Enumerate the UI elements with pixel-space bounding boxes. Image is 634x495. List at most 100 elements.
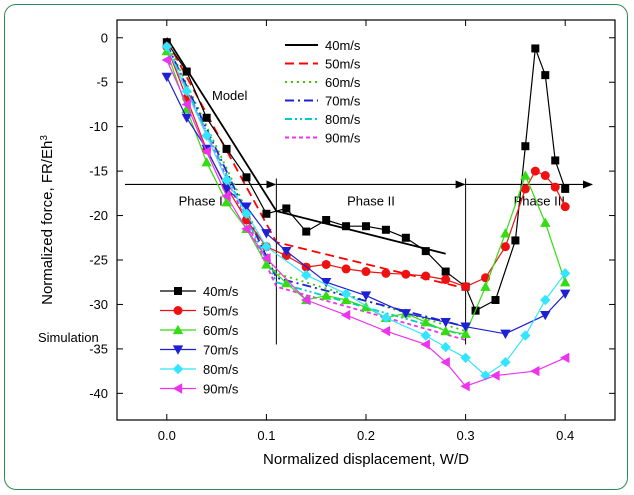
data-point <box>342 222 351 231</box>
data-point <box>320 290 332 300</box>
data-point <box>561 184 570 193</box>
data-point <box>182 67 191 76</box>
legend-sim-marker-60m-s <box>172 324 184 335</box>
data-point <box>221 197 232 207</box>
data-point <box>320 278 332 288</box>
phase1-label: Phase I <box>179 193 223 208</box>
annotation-simulation: Simulation <box>38 330 99 345</box>
data-point <box>201 146 211 157</box>
data-point <box>460 322 471 332</box>
data-point <box>460 328 471 338</box>
data-point <box>341 264 351 274</box>
x-axis-ticks: 0.0 0.1 0.2 0.3 0.4 <box>158 20 574 443</box>
data-point <box>261 253 271 264</box>
data-point <box>381 268 391 278</box>
data-point <box>241 208 252 219</box>
y-tick-label: -30 <box>89 297 108 312</box>
data-point <box>530 166 540 176</box>
data-point <box>400 309 412 319</box>
data-point <box>500 329 511 339</box>
data-point <box>362 222 370 231</box>
x-axis-label: Normalized displacement, W/D <box>263 451 469 468</box>
x-tick-label: 0.2 <box>357 428 375 443</box>
data-point <box>520 184 530 194</box>
data-point <box>281 246 292 257</box>
y-axis-label-main: Normalized force, FR/Eh <box>39 141 56 305</box>
data-point <box>500 357 511 368</box>
legend-sim-marker-40m-s <box>174 287 182 295</box>
legend-model-label: 80m/s <box>325 112 361 127</box>
data-point <box>520 170 531 180</box>
data-point <box>560 352 570 363</box>
simulation-line-40m-s <box>166 41 566 312</box>
data-point <box>500 228 511 238</box>
data-point <box>340 288 352 299</box>
data-point <box>551 156 560 165</box>
legend-model-label: 40m/s <box>325 38 361 53</box>
y-tick-label: -15 <box>89 164 108 179</box>
legend-sim-label: 50m/s <box>203 304 239 319</box>
data-point <box>530 365 540 377</box>
data-point <box>282 204 291 213</box>
data-point <box>531 44 540 53</box>
data-point <box>322 216 331 224</box>
data-point <box>440 325 451 336</box>
legend-sim-label: 60m/s <box>203 323 239 338</box>
data-point <box>261 241 272 252</box>
legend-sim-label: 80m/s <box>203 362 239 377</box>
figure-frame <box>4 4 628 490</box>
data-point <box>201 130 212 141</box>
data-point <box>420 317 431 327</box>
legend-model-label: 70m/s <box>325 94 361 109</box>
data-point <box>181 99 191 110</box>
legend-sim-marker-80m-s <box>172 363 184 375</box>
data-point <box>340 309 351 321</box>
data-point <box>421 271 431 281</box>
legend-sim-marker-50m-s <box>173 306 183 315</box>
data-point <box>511 236 520 245</box>
data-point <box>360 291 372 301</box>
data-point <box>560 277 571 287</box>
data-point <box>461 282 471 292</box>
legend-sim-label: 40m/s <box>203 284 239 299</box>
data-point <box>281 277 292 288</box>
simulation-series-90m-s <box>161 54 570 392</box>
data-point <box>500 242 510 252</box>
legend-sim-label: 90m/s <box>203 382 239 397</box>
data-point <box>181 113 192 123</box>
x-tick-label: 0.1 <box>257 428 275 443</box>
legend-simulation: 40m/s 50m/s 60m/s 70m/s 80m/s 90m/s <box>160 284 239 397</box>
data-point <box>161 54 171 66</box>
data-point <box>440 357 450 368</box>
data-point <box>480 281 491 291</box>
data-point <box>221 174 232 186</box>
data-point <box>520 330 531 341</box>
y-tick-label: -10 <box>89 119 108 134</box>
model-line-80m-s <box>165 45 466 337</box>
simulation-series-80m-s <box>161 41 571 381</box>
y-tick-label: -20 <box>89 208 108 223</box>
data-point <box>301 294 311 306</box>
data-point <box>380 312 392 323</box>
data-point <box>560 202 570 212</box>
data-point <box>491 296 500 304</box>
data-point <box>302 227 311 236</box>
data-point <box>381 225 390 234</box>
x-tick-label: 0.4 <box>556 428 574 443</box>
data-point <box>540 171 550 181</box>
data-point <box>460 352 471 363</box>
data-point <box>261 259 272 269</box>
plot-area-frame <box>116 19 616 421</box>
data-point <box>201 157 212 167</box>
data-point <box>181 85 192 97</box>
data-point <box>401 269 411 279</box>
legend-model-label: 90m/s <box>325 131 361 146</box>
data-point <box>490 370 500 381</box>
data-point <box>202 113 211 122</box>
x-tick-label: 0.0 <box>158 428 176 443</box>
data-point <box>420 330 431 341</box>
data-point <box>161 72 172 83</box>
data-point <box>380 325 391 337</box>
legend-sim-marker-70m-s <box>172 345 184 355</box>
data-point <box>340 294 352 305</box>
